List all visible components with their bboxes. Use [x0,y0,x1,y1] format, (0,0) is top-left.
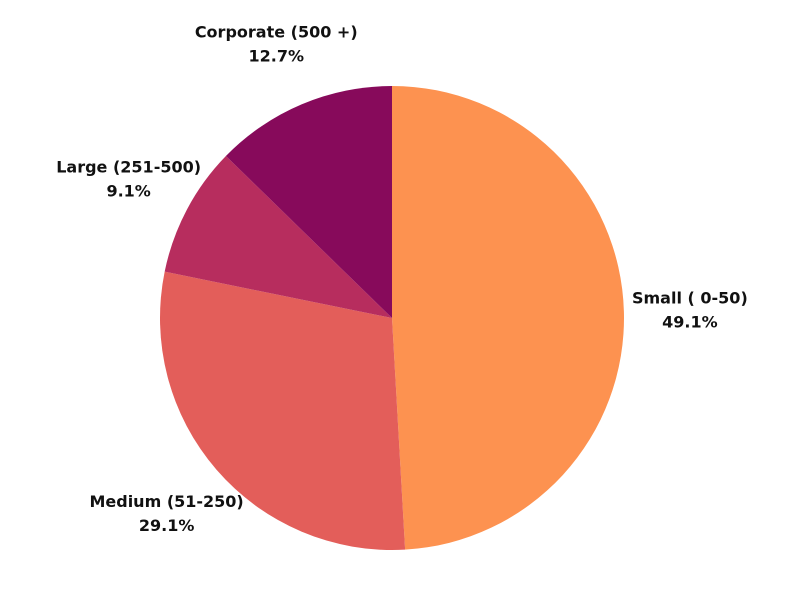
pie-slices [160,86,625,550]
slice-label-1: Medium (51-250) [89,492,243,511]
slice-percent-1: 29.1% [139,516,195,535]
slice-percent-3: 12.7% [248,46,304,65]
slice-label-3: Corporate (500 +) [195,22,358,41]
pie-slice-3 [225,86,392,318]
slice-percent-2: 9.1% [106,182,150,201]
pie-slice-2 [164,156,392,318]
slice-label-0: Small ( 0-50) [632,289,748,308]
pie-slice-0 [392,86,625,550]
pie-slice-1 [160,271,406,550]
slice-percent-0: 49.1% [662,313,718,332]
slice-label-2: Large (251-500) [56,158,201,177]
slice-labels: Small ( 0-50) 49.1% Medium (51-250) 29.1% La… [56,22,748,535]
